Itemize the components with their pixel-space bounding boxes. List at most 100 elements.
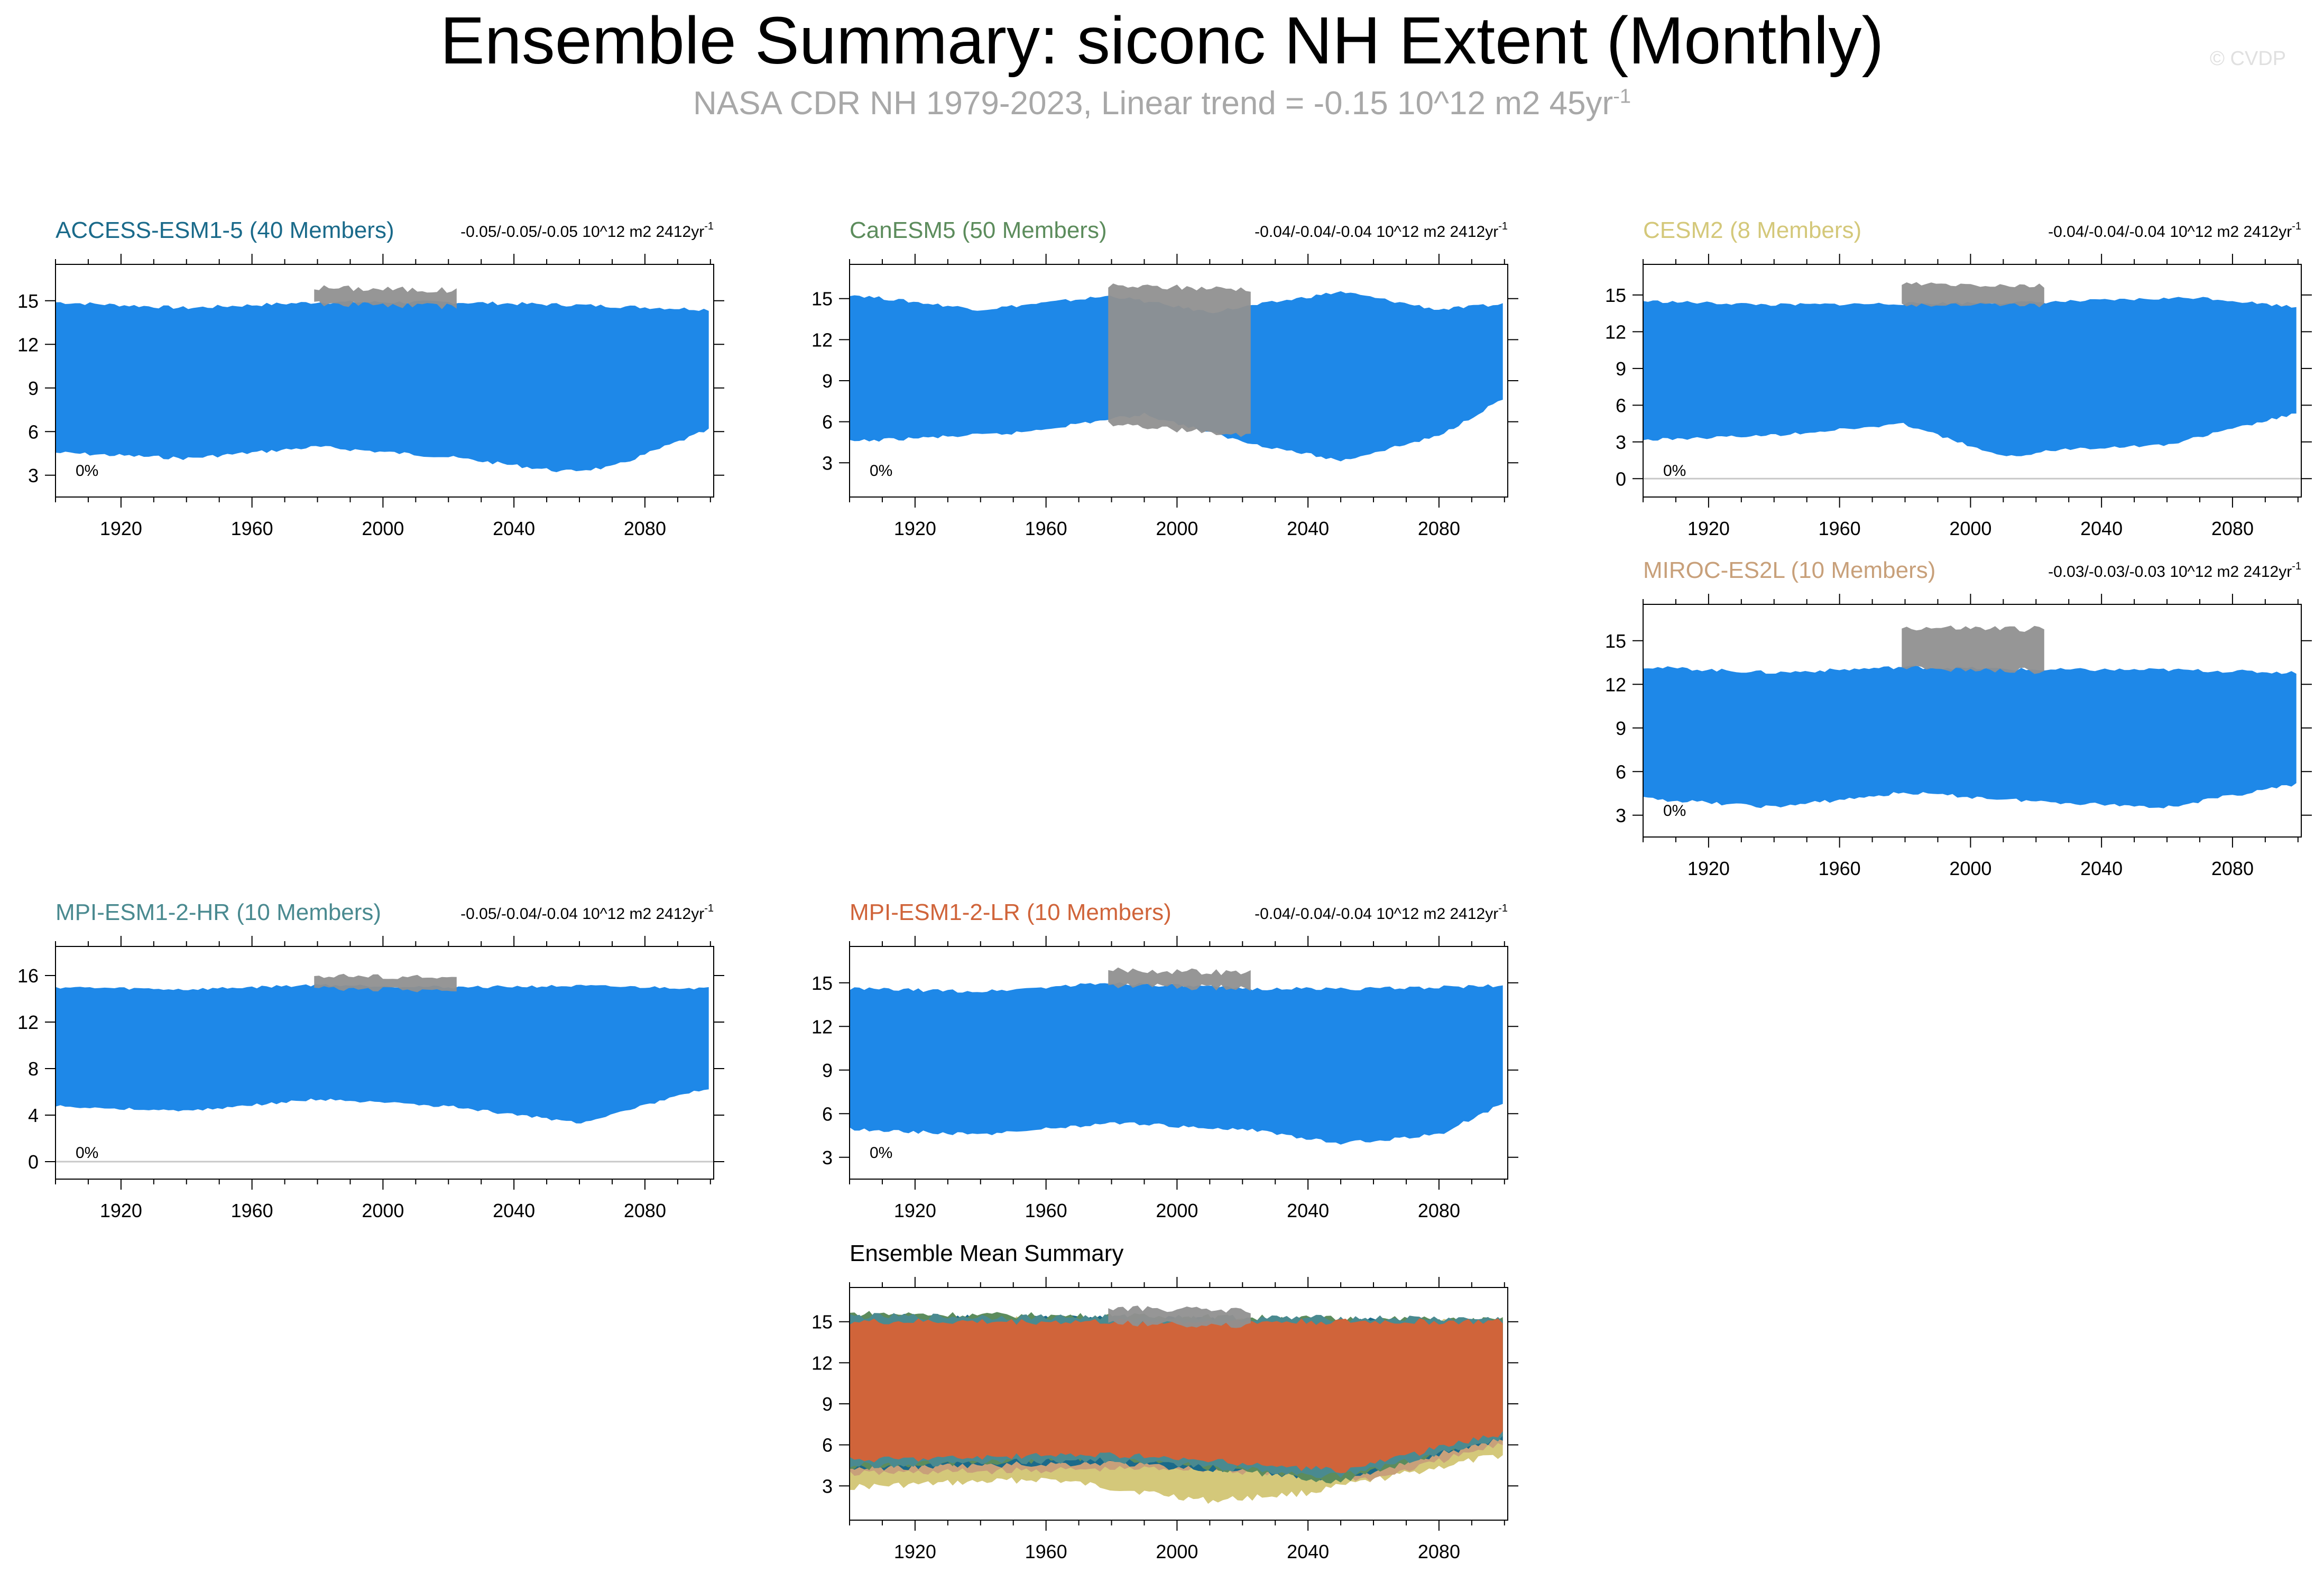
percent-label: 0% — [76, 1144, 98, 1162]
x-tick-label: 2040 — [2080, 518, 2123, 539]
panel-trend: -0.05/-0.04/-0.04 10^12 m2 2412yr-1 — [460, 903, 714, 923]
panel-trend-superscript: -1 — [1498, 220, 1508, 232]
panel-trend: -0.04/-0.04/-0.04 10^12 m2 2412yr-1 — [1255, 220, 1508, 241]
panel-frame — [55, 946, 714, 1180]
x-tick-label: 2080 — [1418, 1200, 1460, 1221]
x-tick-label: 2000 — [1949, 858, 1991, 879]
panel-trend-text: -0.04/-0.04/-0.04 10^12 m2 2412yr — [1255, 905, 1498, 923]
chart-panel: MPI-ESM1-2-HR (10 Members) -0.05/-0.04/-0… — [17, 899, 724, 1221]
observations-band — [1902, 626, 2044, 674]
subtitle-superscript: -1 — [1613, 85, 1631, 108]
y-tick-label: 3 — [1616, 805, 1626, 826]
y-tick-label: 6 — [822, 411, 833, 433]
panel-trend-text: -0.03/-0.03/-0.03 10^12 m2 2412yr — [2048, 563, 2292, 581]
x-tick-label: 2000 — [362, 1200, 404, 1221]
chart-panel: CESM2 (8 Members) -0.04/-0.04/-0.04 10^12… — [1605, 217, 2312, 539]
observations-band — [314, 973, 457, 992]
panel-title: MIROC-ES2L (10 Members) — [1643, 557, 1935, 583]
panel-frame — [1643, 604, 2302, 838]
y-tick-label: 9 — [1616, 358, 1626, 380]
x-tick-label: 1960 — [231, 1200, 273, 1221]
chart-panel: Ensemble Mean Summary 1920 1960 2000 2040 208… — [811, 1240, 1518, 1562]
y-tick-label: 6 — [822, 1103, 833, 1125]
chart-panel: ACCESS-ESM1-5 (40 Members) -0.05/-0.05/-0… — [17, 217, 724, 539]
panel-trend-superscript: -1 — [2292, 220, 2301, 232]
y-tick-label: 12 — [17, 1011, 39, 1033]
panel-trend: -0.04/-0.04/-0.04 10^12 m2 2412yr-1 — [2048, 220, 2301, 241]
y-tick-label: 6 — [1616, 761, 1626, 783]
y-tick-label: 9 — [1616, 718, 1626, 739]
percent-label: 0% — [1663, 462, 1686, 480]
page-title: Ensemble Summary: siconc NH Extent (Mont… — [440, 3, 1884, 78]
y-tick-label: 9 — [28, 378, 39, 399]
chart-panel: MPI-ESM1-2-LR (10 Members) -0.04/-0.04/-0… — [811, 899, 1518, 1221]
y-tick-label: 12 — [1605, 321, 1626, 343]
x-tick-label: 2080 — [1418, 1541, 1460, 1562]
y-tick-label: 16 — [17, 965, 39, 987]
panel-trend-superscript: -1 — [704, 220, 714, 232]
watermark: © CVDP — [2210, 48, 2286, 70]
y-tick-label: 15 — [811, 288, 833, 310]
model-spread-band — [850, 982, 1503, 1145]
y-tick-label: 0 — [1616, 468, 1626, 490]
x-tick-label: 1920 — [894, 1200, 936, 1221]
model-spread-band — [1643, 665, 2297, 808]
panel-trend-superscript: -1 — [704, 903, 714, 914]
x-tick-label: 2080 — [1418, 518, 1460, 539]
panel-frame — [1643, 264, 2302, 498]
x-tick-label: 1920 — [894, 518, 936, 539]
percent-label: 0% — [870, 1144, 892, 1162]
y-tick-label: 12 — [811, 329, 833, 351]
panel-title: MPI-ESM1-2-LR (10 Members) — [850, 899, 1172, 925]
panel-trend-superscript: -1 — [2292, 560, 2301, 572]
x-tick-label: 2000 — [1156, 518, 1198, 539]
y-tick-label: 15 — [1605, 630, 1626, 652]
x-tick-label: 1920 — [894, 1541, 936, 1562]
y-tick-label: 3 — [822, 1475, 833, 1497]
y-tick-label: 6 — [822, 1434, 833, 1456]
x-tick-label: 1920 — [1687, 518, 1730, 539]
y-tick-label: 15 — [811, 1311, 833, 1333]
percent-label: 0% — [1663, 802, 1686, 820]
panel-trend-text: -0.04/-0.04/-0.04 10^12 m2 2412yr — [1255, 223, 1498, 241]
subtitle-text: NASA CDR NH 1979-2023, Linear trend = -0… — [693, 85, 1613, 122]
panel-trend: -0.05/-0.05/-0.05 10^12 m2 2412yr-1 — [460, 220, 714, 241]
x-tick-label: 1920 — [100, 1200, 142, 1221]
y-tick-label: 3 — [1616, 431, 1626, 453]
panel-frame — [55, 264, 714, 498]
y-tick-label: 6 — [28, 421, 39, 443]
x-tick-label: 1960 — [1025, 1541, 1067, 1562]
chart-panel: MIROC-ES2L (10 Members) -0.03/-0.03/-0.03… — [1605, 557, 2312, 879]
y-tick-label: 9 — [822, 370, 833, 392]
y-tick-label: 12 — [811, 1016, 833, 1037]
observations-band — [1108, 967, 1251, 991]
panel-title: MPI-ESM1-2-HR (10 Members) — [56, 899, 381, 925]
panel-trend-superscript: -1 — [1498, 903, 1508, 914]
x-tick-label: 2040 — [493, 1200, 535, 1221]
y-tick-label: 6 — [1616, 394, 1626, 416]
x-tick-label: 2080 — [624, 1200, 666, 1221]
panel-trend: -0.03/-0.03/-0.03 10^12 m2 2412yr-1 — [2048, 560, 2301, 581]
y-tick-label: 15 — [811, 972, 833, 994]
x-tick-label: 2040 — [1287, 518, 1329, 539]
percent-label: 0% — [76, 462, 98, 480]
x-tick-label: 2080 — [624, 518, 666, 539]
x-tick-label: 2080 — [2211, 858, 2254, 879]
panel-title: ACCESS-ESM1-5 (40 Members) — [56, 217, 394, 243]
y-tick-label: 4 — [28, 1105, 39, 1126]
panel-title: Ensemble Mean Summary — [850, 1240, 1123, 1266]
x-tick-label: 2080 — [2211, 518, 2254, 539]
y-tick-label: 12 — [1605, 674, 1626, 695]
y-tick-label: 0 — [28, 1151, 39, 1173]
x-tick-label: 2040 — [493, 518, 535, 539]
y-tick-label: 3 — [822, 1147, 833, 1169]
y-tick-label: 12 — [811, 1352, 833, 1374]
x-tick-label: 2000 — [1949, 518, 1991, 539]
ensemble-band-MPI-ESM1-2-LR — [850, 1318, 1503, 1474]
panel-trend-text: -0.05/-0.04/-0.04 10^12 m2 2412yr — [460, 905, 704, 923]
x-tick-label: 1920 — [100, 518, 142, 539]
x-tick-label: 1960 — [1025, 1200, 1067, 1221]
x-tick-label: 2000 — [1156, 1200, 1198, 1221]
x-tick-label: 1960 — [231, 518, 273, 539]
